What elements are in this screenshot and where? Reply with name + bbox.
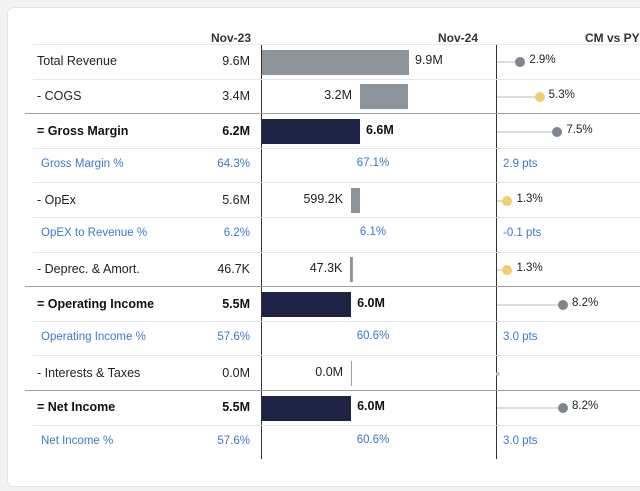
deviation-value: 1.3% <box>516 261 543 274</box>
nov23-value: 5.5M <box>222 400 250 415</box>
row-label-operating-income: = Operating Income <box>37 296 155 311</box>
deviation-dot <box>502 195 513 206</box>
nov23-value: 6.2% <box>223 227 250 240</box>
deviation-value: 1.3% <box>516 192 543 205</box>
waterfall-bar <box>262 292 352 317</box>
deviation-value: 2.9% <box>529 54 556 67</box>
waterfall-bar <box>262 119 360 144</box>
waterfall-value: 0.0M <box>315 364 344 379</box>
deviation-points: 2.9 pts <box>503 158 538 171</box>
deviation-line <box>497 199 508 202</box>
pnl-card: Nov-23 Nov-24 CM vs PYM Total Revenue 9.6… <box>7 7 640 487</box>
waterfall-value: 9.9M <box>415 53 443 68</box>
header-nov23: Nov-23 <box>211 31 252 45</box>
deviation-line <box>497 407 563 410</box>
deviation-dot <box>552 126 563 137</box>
deviation-value: 7.5% <box>566 123 593 136</box>
row-divider <box>33 44 640 45</box>
deviation-line <box>497 130 558 133</box>
waterfall-value: 3.2M <box>324 87 352 102</box>
deviation-line <box>497 61 521 64</box>
header-cm-vs-pym: CM vs PYM <box>585 31 640 45</box>
row-divider <box>33 78 640 80</box>
nov24-percent: 67.1% <box>356 157 390 170</box>
nov24-percent: 60.6% <box>356 433 390 446</box>
deviation-value: 8.2% <box>572 296 599 309</box>
row-divider <box>33 251 640 253</box>
nov23-value: 6.2M <box>222 123 250 138</box>
nov24-percent: 6.1% <box>359 226 387 239</box>
row-label-gross-margin: Gross Margin % <box>41 158 124 171</box>
deviation-dot <box>496 371 500 376</box>
waterfall-value: 6.0M <box>357 399 385 414</box>
row-divider <box>33 147 640 149</box>
row-label-opex: - OpEx <box>37 192 76 207</box>
deviation-dot <box>558 299 568 310</box>
row-divider <box>25 113 640 115</box>
header-nov24: Nov-24 <box>438 31 479 45</box>
row-label-interests-taxes: - Interests & Taxes <box>37 365 141 380</box>
deviation-line <box>497 268 508 271</box>
deviation-line <box>497 303 563 306</box>
row-divider <box>33 424 640 426</box>
deviation-value: 8.2% <box>572 400 599 413</box>
nov24-percent: 60.6% <box>356 330 390 343</box>
row-divider <box>33 320 640 322</box>
waterfall-tick <box>352 257 354 283</box>
deviation-dot <box>515 57 526 68</box>
nov23-value: 3.4M <box>222 88 250 103</box>
nov23-value: 9.6M <box>222 54 250 69</box>
deviation-points: 3.0 pts <box>503 434 538 447</box>
row-label-total-revenue: Total Revenue <box>37 54 117 69</box>
nov23-value: 46.7K <box>217 261 250 276</box>
waterfall-bar <box>262 395 352 421</box>
row-label-deprec-amort: - Deprec. & Amort. <box>37 261 140 276</box>
deviation-dot <box>534 91 545 102</box>
deviation-points: -0.1 pts <box>503 227 542 240</box>
nov23-value: 57.6% <box>217 434 250 447</box>
row-label-net-income: Net Income % <box>41 434 114 447</box>
row-label-operating-income: Operating Income % <box>41 331 146 344</box>
deviation-dot <box>558 403 568 414</box>
row-label-gross-margin: = Gross Margin <box>37 123 129 138</box>
waterfall-value: 6.0M <box>357 295 385 310</box>
row-label-net-income: = Net Income <box>37 400 116 415</box>
waterfall-bar <box>351 361 353 387</box>
deviation-points: 3.0 pts <box>503 331 538 344</box>
nov23-value: 64.3% <box>217 158 250 171</box>
deviation-line <box>497 95 540 98</box>
waterfall-value: 47.3K <box>309 260 343 275</box>
deviation-dot <box>502 264 513 275</box>
row-divider <box>33 217 640 218</box>
row-divider <box>25 286 640 288</box>
deviation-value: 5.3% <box>548 88 575 101</box>
nov23-value: 5.6M <box>222 192 250 207</box>
waterfall-value: 6.6M <box>366 122 394 137</box>
nov23-value: 0.0M <box>222 365 250 380</box>
row-label-cogs: - COGS <box>37 88 82 103</box>
nov23-value: 57.6% <box>217 331 250 344</box>
waterfall-value: 599.2K <box>303 191 344 206</box>
row-divider <box>33 182 640 184</box>
nov23-value: 5.5M <box>222 296 250 311</box>
waterfall-bar <box>360 84 408 110</box>
row-divider <box>25 390 640 391</box>
waterfall-bar <box>262 49 409 75</box>
waterfall-bar <box>350 257 353 283</box>
waterfall-bar <box>351 188 360 214</box>
row-divider <box>33 355 640 357</box>
row-label-opex-to-revenue: OpEX to Revenue % <box>41 227 148 240</box>
